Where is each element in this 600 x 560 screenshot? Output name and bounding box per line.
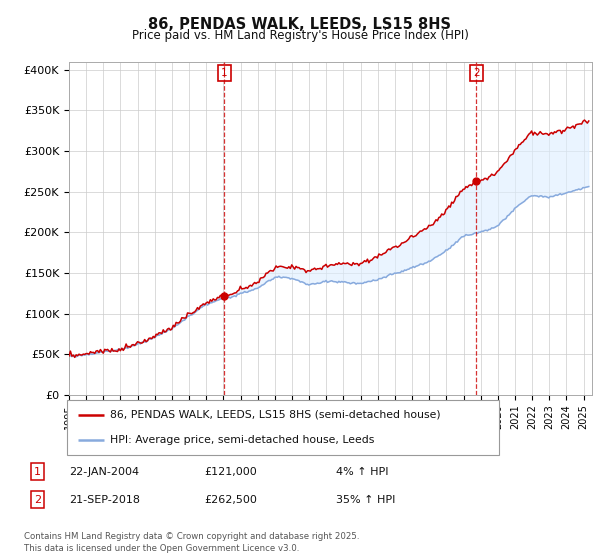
Text: 2: 2 (34, 494, 41, 505)
Text: 2: 2 (473, 68, 479, 78)
Text: 35% ↑ HPI: 35% ↑ HPI (336, 494, 395, 505)
Text: Contains HM Land Registry data © Crown copyright and database right 2025.
This d: Contains HM Land Registry data © Crown c… (24, 532, 359, 553)
FancyBboxPatch shape (67, 400, 499, 455)
Text: £121,000: £121,000 (204, 466, 257, 477)
Text: 1: 1 (221, 68, 228, 78)
Text: 86, PENDAS WALK, LEEDS, LS15 8HS (semi-detached house): 86, PENDAS WALK, LEEDS, LS15 8HS (semi-d… (110, 410, 441, 419)
Text: 86, PENDAS WALK, LEEDS, LS15 8HS: 86, PENDAS WALK, LEEDS, LS15 8HS (149, 17, 452, 31)
Text: 1: 1 (34, 466, 41, 477)
Text: HPI: Average price, semi-detached house, Leeds: HPI: Average price, semi-detached house,… (110, 435, 375, 445)
Text: 21-SEP-2018: 21-SEP-2018 (69, 494, 140, 505)
Text: £262,500: £262,500 (204, 494, 257, 505)
Text: Price paid vs. HM Land Registry's House Price Index (HPI): Price paid vs. HM Land Registry's House … (131, 29, 469, 42)
Text: 4% ↑ HPI: 4% ↑ HPI (336, 466, 389, 477)
Text: 22-JAN-2004: 22-JAN-2004 (69, 466, 139, 477)
